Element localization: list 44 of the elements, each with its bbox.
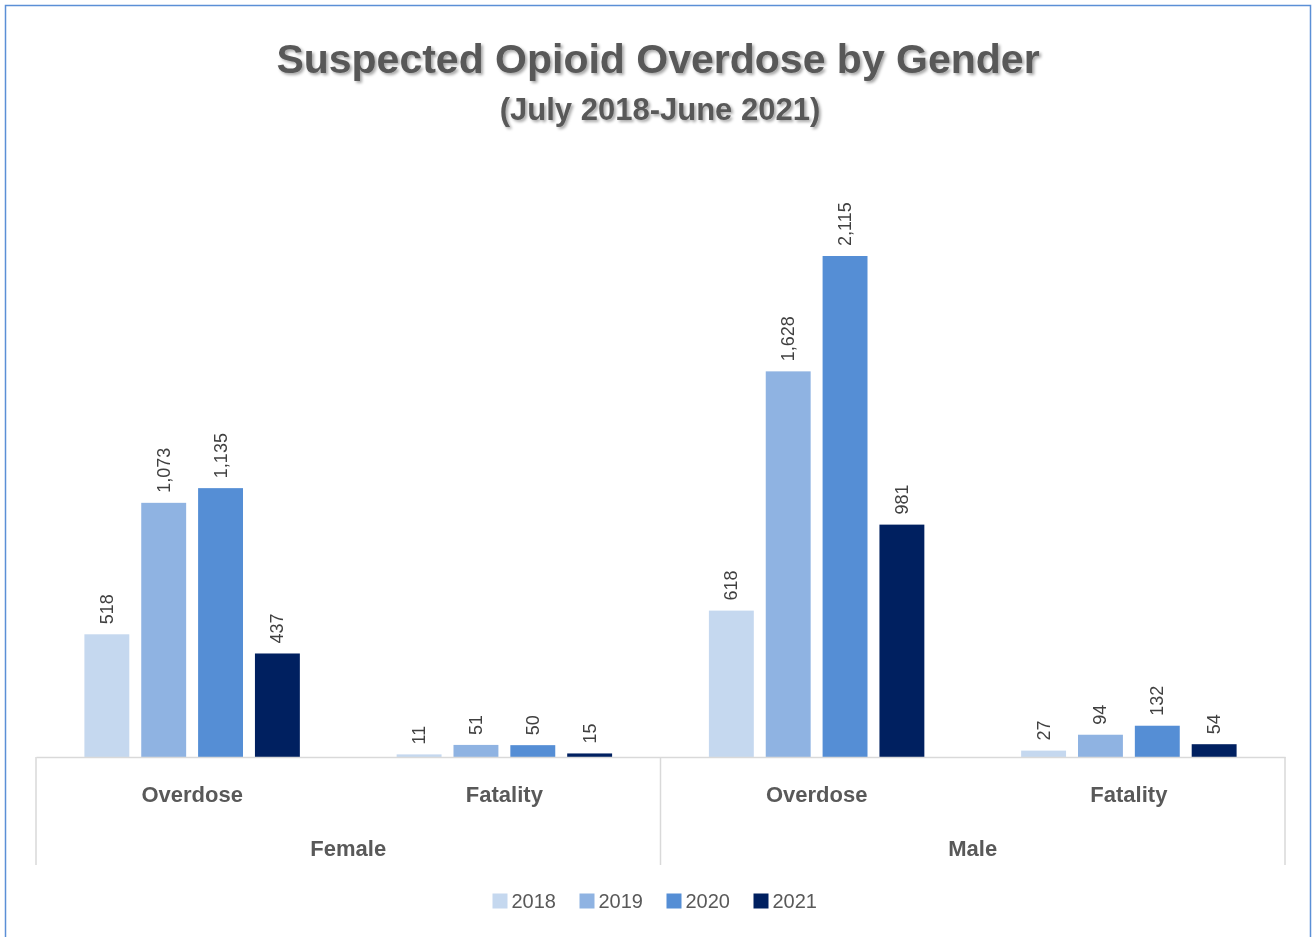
bar (141, 502, 187, 757)
data-label: 51 (465, 714, 486, 735)
bar (254, 653, 300, 757)
bar (708, 610, 754, 757)
data-label: 50 (522, 715, 543, 736)
text: Male (948, 836, 998, 861)
data-label: 54 (1204, 714, 1225, 735)
legend-label: 2020 (685, 890, 730, 912)
chart-subtitle: (July 2018-June 2021) (499, 92, 821, 127)
bar (84, 634, 130, 757)
data-label: 27 (1033, 720, 1054, 741)
legend-label: 2021 (772, 890, 817, 912)
bar (1021, 750, 1067, 757)
data-label: 518 (96, 594, 117, 625)
data-label: 1,073 (153, 447, 174, 493)
data-label: 94 (1090, 704, 1111, 725)
x-tick-label: Overdose (141, 782, 243, 807)
data-label: 981 (891, 484, 912, 515)
data-label: 1,628 (778, 316, 799, 362)
legend-label: 2019 (598, 890, 643, 912)
bar (510, 745, 556, 757)
bar (1134, 725, 1180, 757)
bar (1078, 734, 1123, 757)
data-label: 618 (721, 570, 742, 601)
bar (567, 753, 613, 757)
chart-title: Suspected Opioid Overdose by Gender (276, 36, 1040, 82)
data-label: 437 (267, 613, 288, 644)
data-label: 11 (409, 725, 430, 745)
bar (1191, 744, 1237, 757)
bar (822, 256, 868, 757)
legend-label: 2018 (511, 890, 556, 912)
bar (453, 744, 499, 757)
bar (396, 754, 442, 757)
bar (198, 488, 243, 757)
x-tick-label: Overdose (765, 782, 868, 807)
data-label: 2,115 (835, 202, 856, 246)
data-label: 1,135 (210, 433, 231, 479)
data-label: 132 (1147, 685, 1168, 716)
x-tick-label: Fatality (1090, 782, 1169, 807)
text: Female (310, 836, 387, 861)
bar (879, 524, 925, 757)
data-label: 15 (579, 723, 600, 744)
x-tick-label: Fatality (465, 782, 544, 807)
bar (765, 371, 811, 757)
